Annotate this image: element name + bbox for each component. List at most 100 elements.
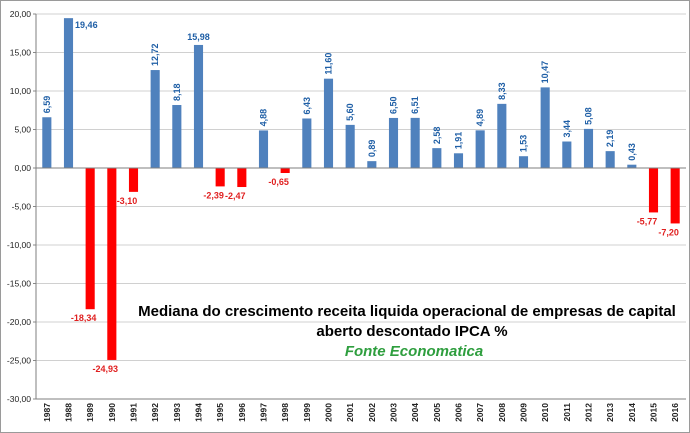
x-tick-label-1998: 1998 <box>280 403 290 422</box>
y-tick-label: -5,00 <box>12 202 32 212</box>
data-label-2009: 1,53 <box>519 135 529 153</box>
data-label-1992: 12,72 <box>150 44 160 67</box>
data-label-2012: 5,08 <box>584 107 594 125</box>
x-tick-label-2008: 2008 <box>497 403 507 422</box>
x-tick-label-2012: 2012 <box>584 403 594 422</box>
data-label-2004: 6,51 <box>410 96 420 114</box>
bar-1987 <box>42 117 52 168</box>
x-tick-label-1993: 1993 <box>172 403 182 422</box>
chart-title-line-1: Mediana do crescimento receita liquida o… <box>138 303 676 320</box>
bar-2015 <box>648 168 659 213</box>
data-label-1991: -3,10 <box>117 196 138 206</box>
x-tick-label-1996: 1996 <box>237 403 247 422</box>
data-label-2005: 2,58 <box>432 127 442 145</box>
x-tick-label-1989: 1989 <box>85 403 95 422</box>
data-label-2016: -7,20 <box>658 227 679 237</box>
y-tick-label: 10,00 <box>10 86 32 96</box>
gridlines <box>36 13 686 400</box>
data-label-1990: -24,93 <box>93 364 119 374</box>
bar-2014 <box>627 164 637 168</box>
bar-1988 <box>63 18 74 168</box>
bar-2011 <box>562 141 572 168</box>
x-tick-label-1987: 1987 <box>42 403 52 422</box>
data-label-2000: 11,60 <box>324 53 334 75</box>
data-label-1994: 15,98 <box>187 32 210 42</box>
bar-2000 <box>323 78 334 168</box>
bar-1997 <box>258 130 269 168</box>
x-tick-label-2005: 2005 <box>432 403 442 422</box>
data-label-2008: 8,33 <box>497 82 507 100</box>
x-tick-label-2002: 2002 <box>367 403 377 422</box>
y-tick-label: 20,00 <box>10 9 32 19</box>
data-labels: 6,59 19,46 -18,34 -24,93 -3,10 12,72 8,18 15,98… <box>42 20 679 374</box>
y-tick-label: 15,00 <box>10 48 32 58</box>
bar-2005 <box>432 148 442 168</box>
x-tick-label-2003: 2003 <box>389 403 399 422</box>
x-tick-label-2006: 2006 <box>454 403 464 422</box>
bar-1998 <box>280 168 290 174</box>
y-tick-label: 0,00 <box>14 163 31 173</box>
x-tick-label-2015: 2015 <box>649 403 659 422</box>
bar-2010 <box>540 87 550 168</box>
y-tick-label: 5,00 <box>14 125 31 135</box>
bar-1994 <box>193 44 204 169</box>
x-tick-label-2010: 2010 <box>540 403 550 422</box>
bar-1989 <box>85 168 95 310</box>
bar-2012 <box>583 128 594 168</box>
bar-1991 <box>128 168 139 192</box>
data-label-2007: 4,89 <box>475 109 485 127</box>
y-tick-label: -15,00 <box>7 279 31 289</box>
data-label-1998: -0,65 <box>268 177 289 187</box>
data-label-2015: -5,77 <box>637 216 658 226</box>
chart-title-line-2: aberto descontado IPCA % <box>316 323 507 340</box>
x-tick-label-2000: 2000 <box>324 403 334 422</box>
x-tick-label-2001: 2001 <box>345 403 355 422</box>
x-tick-label-1988: 1988 <box>64 403 74 422</box>
chart-source: Fonte Economatica <box>345 343 483 360</box>
bar-1995 <box>215 168 225 187</box>
x-tick-label-1995: 1995 <box>215 403 225 422</box>
x-tick-label-1991: 1991 <box>129 403 139 422</box>
data-label-1987: 6,59 <box>42 96 52 114</box>
data-label-1995: -2,39 <box>203 190 224 200</box>
y-tick-label: -10,00 <box>7 240 31 250</box>
y-tick-label: -25,00 <box>7 356 31 366</box>
x-tick-label-1994: 1994 <box>194 403 204 422</box>
bar-2004 <box>410 117 420 168</box>
bar-2008 <box>497 103 507 168</box>
bar-1992 <box>150 70 160 168</box>
x-tick-label-2013: 2013 <box>605 403 615 422</box>
x-tick-label-1999: 1999 <box>302 403 312 422</box>
bar-1999 <box>302 118 312 168</box>
bar-2002 <box>367 161 377 168</box>
data-label-2006: 1,91 <box>454 132 464 150</box>
data-label-2011: 3,44 <box>562 120 572 138</box>
bar-2003 <box>388 117 399 168</box>
data-label-2003: 6,50 <box>389 96 399 114</box>
x-tick-label-1997: 1997 <box>259 403 269 422</box>
bar-1996 <box>237 168 247 188</box>
data-label-1996: -2,47 <box>225 191 246 201</box>
data-label-1989: -18,34 <box>71 313 97 323</box>
bar-2013 <box>605 151 615 168</box>
data-label-2014: 0,43 <box>627 143 637 161</box>
data-label-2001: 5,60 <box>345 103 355 121</box>
y-tick-label: -30,00 <box>7 394 31 404</box>
data-label-2010: 10,47 <box>540 61 550 84</box>
bar-1993 <box>172 105 182 168</box>
axes <box>35 14 686 400</box>
x-tick-label-2016: 2016 <box>670 403 680 422</box>
bar-2007 <box>475 130 485 168</box>
y-tick-label: -20,00 <box>7 317 31 327</box>
x-tick-label-1990: 1990 <box>107 403 117 422</box>
bar-2006 <box>453 153 464 168</box>
x-tick-label-2007: 2007 <box>475 403 485 422</box>
x-tick-label-2004: 2004 <box>410 403 420 422</box>
x-tick-label-2009: 2009 <box>519 403 529 422</box>
data-label-1999: 6,43 <box>302 97 312 115</box>
data-label-1988: 19,46 <box>75 20 98 30</box>
bar-2016 <box>670 168 680 224</box>
data-label-1997: 4,88 <box>259 109 269 127</box>
bar-2001 <box>345 124 355 168</box>
